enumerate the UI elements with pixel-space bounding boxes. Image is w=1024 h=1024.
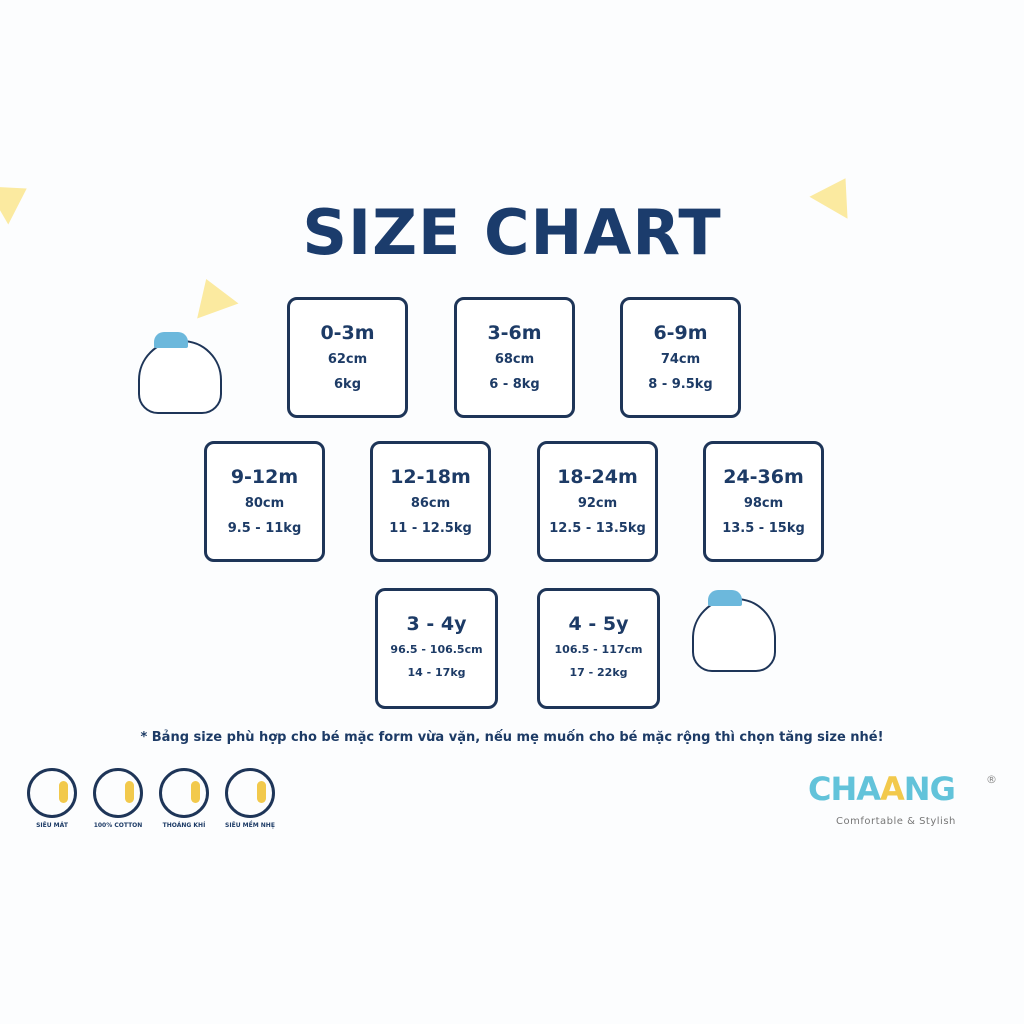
size-card: 24-36m 98cm 13.5 - 15kg [703, 441, 824, 562]
size-height: 68cm [494, 352, 535, 367]
size-card: 9-12m 80cm 9.5 - 11kg [204, 441, 325, 562]
size-age: 4 - 5y [568, 613, 629, 635]
size-age: 18-24m [557, 466, 638, 488]
size-age: 3 - 4y [406, 613, 467, 635]
feature-label: 100% COTTON [93, 822, 143, 829]
size-height: 96.5 - 106.5cm [390, 643, 483, 656]
size-age: 12-18m [390, 466, 471, 488]
decor-triangle [185, 271, 239, 319]
size-card: 6-9m 74cm 8 - 9.5kg [620, 297, 741, 418]
size-age: 9-12m [230, 466, 299, 488]
size-weight: 13.5 - 15kg [722, 521, 805, 536]
feature-badge: SIÊU MỀM NHẸ [219, 768, 281, 829]
breathable-face-icon [159, 768, 209, 818]
size-card: 12-18m 86cm 11 - 12.5kg [370, 441, 491, 562]
size-weight: 11 - 12.5kg [389, 521, 472, 536]
feature-label: SIÊU MỀM NHẸ [225, 822, 275, 829]
size-height: 106.5 - 117cm [554, 643, 643, 656]
size-age: 6-9m [653, 322, 708, 344]
cool-face-icon [27, 768, 77, 818]
elephant-mascot-illustration [692, 590, 776, 672]
feature-badge: THOÁNG KHÍ [153, 768, 215, 829]
size-weight: 6 - 8kg [489, 377, 540, 392]
size-height: 80cm [244, 496, 285, 511]
size-card: 4 - 5y 106.5 - 117cm 17 - 22kg [537, 588, 660, 709]
feature-badge: 100% COTTON [87, 768, 149, 829]
cotton-face-icon [93, 768, 143, 818]
feature-label: SIÊU MÁT [36, 822, 68, 829]
feature-label: THOÁNG KHÍ [162, 822, 206, 829]
size-height: 92cm [577, 496, 618, 511]
size-weight: 6kg [334, 377, 361, 392]
size-weight: 14 - 17kg [407, 666, 466, 679]
page-title: SIZE CHART [302, 196, 722, 269]
size-card: 18-24m 92cm 12.5 - 13.5kg [537, 441, 658, 562]
brand-tagline: Comfortable & Stylish [836, 816, 956, 827]
size-card: 3-6m 68cm 6 - 8kg [454, 297, 575, 418]
size-note: * Bảng size phù hợp cho bé mặc form vừa … [140, 730, 884, 745]
registered-mark: ® [986, 773, 997, 786]
size-height: 74cm [660, 352, 701, 367]
size-weight: 9.5 - 11kg [227, 521, 302, 536]
size-weight: 8 - 9.5kg [648, 377, 713, 392]
size-weight: 17 - 22kg [569, 666, 628, 679]
feature-badge: SIÊU MÁT [21, 768, 83, 829]
size-age: 24-36m [723, 466, 804, 488]
size-height: 62cm [327, 352, 368, 367]
soft-face-icon [225, 768, 275, 818]
size-card: 0-3m 62cm 6kg [287, 297, 408, 418]
size-height: 98cm [743, 496, 784, 511]
size-weight: 12.5 - 13.5kg [549, 521, 646, 536]
size-age: 0-3m [320, 322, 375, 344]
brand-logo: CHAANG [808, 770, 956, 808]
size-card: 3 - 4y 96.5 - 106.5cm 14 - 17kg [375, 588, 498, 709]
elephant-mascot-illustration [138, 332, 222, 414]
size-height: 86cm [410, 496, 451, 511]
size-age: 3-6m [487, 322, 542, 344]
